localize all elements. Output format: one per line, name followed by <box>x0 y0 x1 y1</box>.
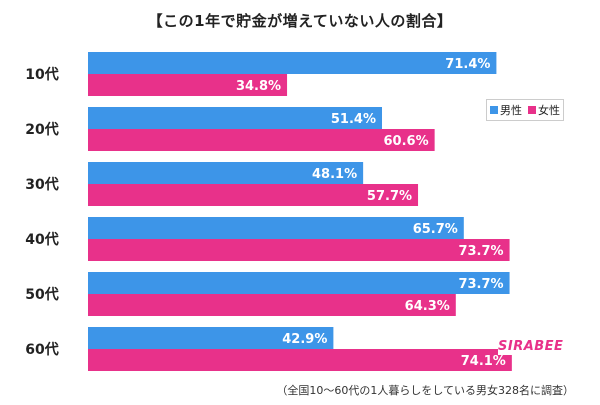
bar-female <box>88 74 288 96</box>
value-label-female: 73.7% <box>458 244 503 259</box>
category-label: 50代 <box>25 286 58 303</box>
chart-title: 【この1年で貯金が増えていない人の割合】 <box>147 12 453 30</box>
value-label-female: 64.3% <box>405 299 450 314</box>
legend-item-male: 男性 <box>490 102 522 118</box>
bar-male <box>88 327 334 349</box>
bar-male <box>88 272 510 294</box>
bar-female <box>88 184 419 206</box>
legend-item-female: 女性 <box>528 102 560 118</box>
category-label: 10代 <box>25 66 58 83</box>
value-label-female: 57.7% <box>367 189 412 204</box>
bar-male <box>88 107 383 129</box>
legend-swatch-male <box>490 106 498 114</box>
logo-text: SIRABEE <box>498 338 564 354</box>
legend: 男性 女性 <box>486 99 564 121</box>
legend-swatch-female <box>528 106 536 114</box>
value-label-male: 42.9% <box>282 332 327 347</box>
bar-female <box>88 239 510 261</box>
bar-male <box>88 162 364 184</box>
bar-female <box>88 129 435 151</box>
category-label: 40代 <box>25 231 58 248</box>
legend-label-male: 男性 <box>500 104 522 117</box>
legend-label-female: 女性 <box>538 104 560 117</box>
bar-male <box>88 52 497 74</box>
bar-male <box>88 217 464 239</box>
value-label-male: 65.7% <box>413 222 458 237</box>
category-label: 30代 <box>25 176 58 193</box>
category-label: 20代 <box>25 121 58 138</box>
bar-female <box>88 294 456 316</box>
footnote: （全国10～60代の1人暮らしをしている男女328名に調査） <box>276 384 574 397</box>
value-label-male: 71.4% <box>445 57 490 72</box>
value-label-female: 60.6% <box>384 134 429 149</box>
category-label: 60代 <box>25 341 58 358</box>
value-label-female: 34.8% <box>236 79 281 94</box>
value-label-male: 48.1% <box>312 167 357 182</box>
bar-female <box>88 349 512 371</box>
value-label-female: 74.1% <box>461 354 506 369</box>
value-label-male: 51.4% <box>331 112 376 127</box>
sirabee-logo: SIRABEE <box>498 337 572 355</box>
value-label-male: 73.7% <box>458 277 503 292</box>
